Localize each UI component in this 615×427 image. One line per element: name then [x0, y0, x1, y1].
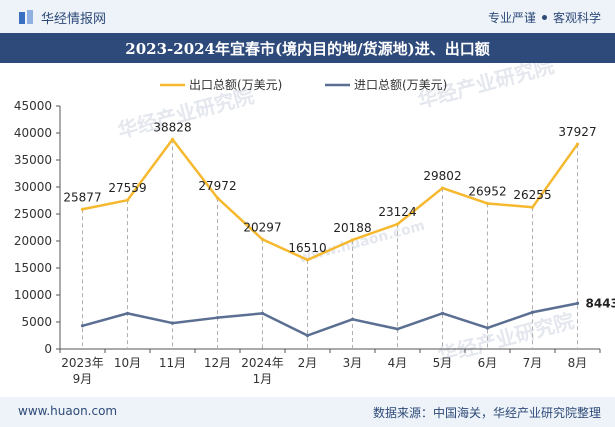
export-point [80, 207, 85, 211]
footer: www.huaon.com 数据来源：中国海关，华经产业研究院整理 [0, 397, 615, 427]
export-data-label: 37927 [558, 125, 596, 139]
x-tick-label: 8月 [568, 356, 588, 370]
x-tick-label: 2023年 9月 [61, 356, 104, 386]
import-point [80, 324, 85, 328]
y-tick-label: 40000 [14, 126, 52, 140]
export-data-label: 16510 [288, 241, 326, 255]
x-tick-label: 3月 [343, 356, 363, 370]
slogan: 专业严谨 客观科学 [488, 9, 601, 26]
y-tick-label: 30000 [14, 180, 52, 194]
export-point [260, 237, 265, 241]
brand-logo-icon [19, 9, 33, 24]
y-axis: 0 5000 10000 15000 20000 25000 30000 35000 40000… [14, 99, 61, 356]
legend-label-export: 出口总额(万美元) [189, 78, 282, 92]
x-tick-label: 6月 [478, 356, 498, 370]
export-point [350, 238, 355, 242]
separator-dot-icon [541, 15, 547, 20]
data-labels: 25877 27559 38828 27972 20297 16510 20188 23124… [63, 120, 615, 310]
export-data-label: 26952 [468, 184, 506, 198]
line-chart: 华经产业研究院 华经产业研究院 华经产业研究院 www.huaon.com 出口… [14, 63, 615, 386]
y-tick-label: 0 [44, 342, 52, 356]
export-point [530, 205, 535, 209]
import-end-label: 8443 [586, 296, 615, 310]
y-tick-label: 5000 [21, 315, 52, 329]
y-tick-label: 45000 [14, 99, 52, 113]
x-tick-label: 11月 [159, 356, 186, 370]
legend-label-import: 进口总额(万美元) [354, 78, 447, 92]
import-point [485, 326, 490, 330]
export-point [440, 186, 445, 190]
x-tick-label: 12月 [204, 356, 231, 370]
import-point [440, 311, 445, 315]
series [80, 137, 580, 338]
import-line [82, 302, 578, 337]
export-data-label: 26255 [513, 188, 551, 202]
slogan-left: 专业严谨 [487, 11, 536, 25]
data-source: 数据来源：中国海关，华经产业研究院整理 [372, 406, 601, 420]
slogan-right: 客观科学 [552, 11, 601, 25]
import-point [395, 327, 400, 331]
brand-name: 华经情报网 [41, 11, 107, 27]
x-axis: 2023年 9月 10月 11月 12月 2024年 1月 2月 3月 4月 5月 6月 7月 8月 [59, 348, 601, 386]
export-point [305, 258, 310, 262]
export-point [215, 196, 220, 200]
x-tick-label: 2024年 1月 [241, 356, 284, 386]
import-point [575, 301, 580, 306]
export-data-label: 38828 [153, 120, 191, 134]
footer-url[interactable]: www.huaon.com [18, 404, 118, 418]
x-tick-label: 7月 [523, 356, 543, 370]
export-point [170, 137, 175, 141]
import-point [125, 311, 130, 315]
export-line [82, 138, 579, 262]
import-point [305, 333, 310, 338]
x-tick-label: 10月 [114, 356, 141, 370]
export-data-label: 23124 [378, 205, 416, 219]
export-data-label: 20188 [333, 221, 371, 235]
x-tick-label: 4月 [388, 356, 408, 370]
top-bar: 华经情报网 专业严谨 客观科学 [0, 0, 615, 33]
x-tick-label: 2月 [298, 356, 318, 370]
y-tick-label: 15000 [14, 261, 52, 275]
brand[interactable]: 华经情报网 [18, 8, 107, 27]
y-tick-label: 35000 [14, 153, 52, 167]
drop-lines [82, 139, 578, 349]
legend: 出口总额(万美元) 进口总额(万美元) [160, 78, 447, 92]
export-data-label: 27972 [198, 179, 236, 193]
y-tick-label: 20000 [14, 234, 52, 248]
import-point [170, 321, 175, 325]
export-data-label: 25877 [63, 190, 101, 204]
export-data-label: 20297 [243, 220, 281, 234]
import-point [260, 311, 265, 315]
y-tick-label: 10000 [14, 288, 52, 302]
x-tick-label: 5月 [433, 356, 453, 370]
export-data-label: 27559 [108, 181, 146, 195]
export-point [575, 142, 580, 146]
export-point [485, 201, 490, 206]
y-tick-label: 25000 [14, 207, 52, 221]
import-point [530, 310, 535, 314]
export-point [125, 198, 130, 202]
export-data-label: 29802 [423, 169, 461, 183]
import-point [215, 316, 220, 320]
chart-title: 2023-2024年宜春市(境内目的地/货源地)进、出口额 [0, 33, 615, 63]
import-point [350, 317, 355, 321]
export-point [395, 222, 400, 226]
